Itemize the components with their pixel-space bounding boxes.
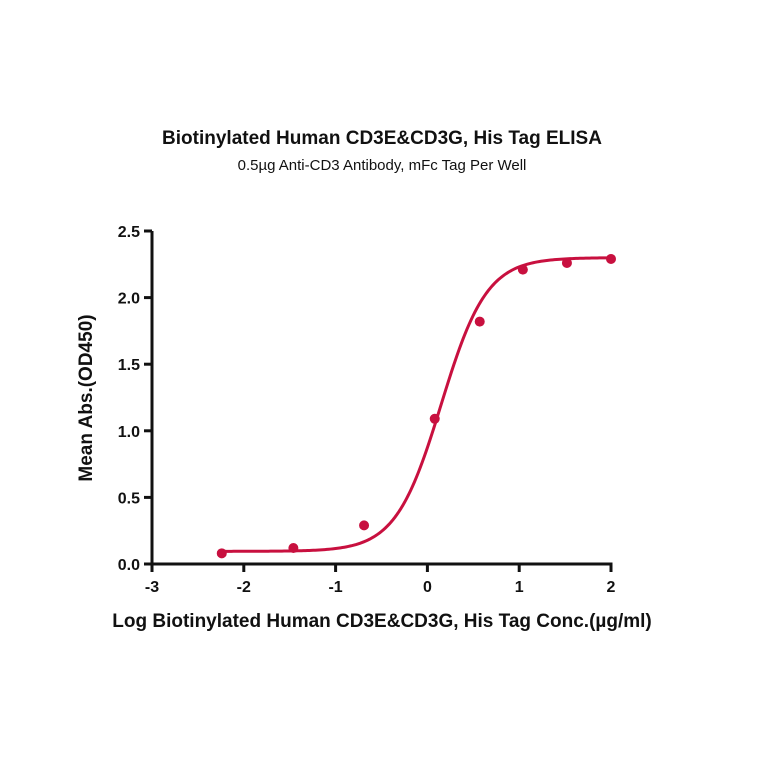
x-tick-label: -2 <box>237 579 251 596</box>
y-tick-label: 0.5 <box>118 490 140 507</box>
data-point <box>359 520 370 531</box>
y-tick-label: 1.5 <box>118 357 140 374</box>
y-tick-label: 2.5 <box>118 224 140 241</box>
x-tick-label: 1 <box>515 579 524 596</box>
data-point <box>517 264 528 275</box>
data-point <box>288 543 299 554</box>
y-tick-label: 0.0 <box>118 557 140 574</box>
x-axis-label: Log Biotinylated Human CD3E&CD3G, His Ta… <box>112 611 652 632</box>
chart-title: Biotinylated Human CD3E&CD3G, His Tag EL… <box>162 128 602 149</box>
fit-curve <box>221 256 612 553</box>
x-tick-label: -3 <box>145 579 159 596</box>
x-tick-label: 0 <box>423 579 432 596</box>
x-tick-label: -1 <box>328 579 342 596</box>
y-tick-label: 1.0 <box>118 424 140 441</box>
y-tick-label: 2.0 <box>118 291 140 308</box>
data-point <box>216 548 227 559</box>
data-point <box>606 253 616 264</box>
chart-subtitle: 0.5µg Anti-CD3 Antibody, mFc Tag Per Wel… <box>237 157 527 174</box>
data-point <box>429 413 440 424</box>
data-point <box>474 316 485 327</box>
x-tick-label: 2 <box>607 579 616 596</box>
data-point <box>561 257 572 268</box>
y-axis-label: Mean Abs.(OD450) <box>76 314 97 482</box>
